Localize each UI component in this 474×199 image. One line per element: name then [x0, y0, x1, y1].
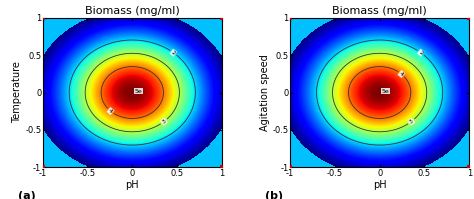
- Y-axis label: Temperature: Temperature: [12, 62, 22, 123]
- Y-axis label: Agitation speed: Agitation speed: [260, 54, 270, 131]
- X-axis label: pH: pH: [373, 180, 386, 190]
- Text: 4: 4: [108, 108, 114, 114]
- Title: Biomass (mg/ml): Biomass (mg/ml): [85, 6, 180, 16]
- Text: (b): (b): [265, 191, 283, 199]
- Text: 5e: 5e: [382, 89, 390, 94]
- Text: 3: 3: [408, 118, 414, 125]
- Text: 5e: 5e: [135, 89, 142, 94]
- Text: 2: 2: [418, 50, 424, 56]
- Text: 4: 4: [398, 71, 404, 77]
- Text: (a): (a): [18, 191, 36, 199]
- Title: Biomass (mg/ml): Biomass (mg/ml): [332, 6, 427, 16]
- X-axis label: pH: pH: [126, 180, 139, 190]
- Text: 2: 2: [170, 50, 176, 56]
- Text: 3: 3: [161, 118, 167, 125]
